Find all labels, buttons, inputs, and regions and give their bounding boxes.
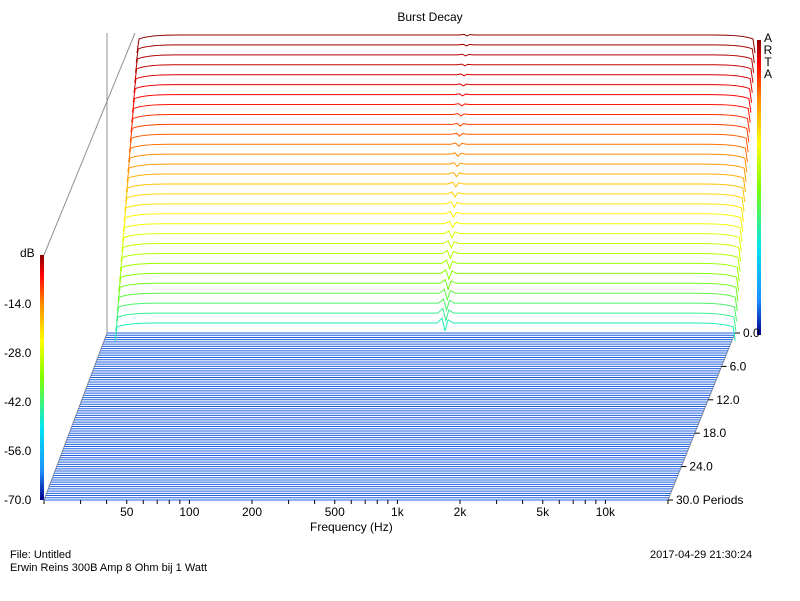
- decay-curve: [127, 152, 748, 173]
- colorbar-tick-label: -14.0: [4, 297, 32, 311]
- decay-curve: [118, 269, 740, 292]
- x-tick-label: 200: [242, 505, 262, 519]
- x-tick-label: 50: [120, 505, 134, 519]
- frame: [43, 32, 736, 501]
- decay-curve: [119, 259, 740, 282]
- decay-curve: [114, 317, 736, 342]
- decay-curve: [115, 307, 737, 332]
- decay-curve: [122, 220, 743, 242]
- decay-curve: [134, 53, 755, 73]
- decay-curve: [129, 122, 750, 143]
- x-axis-ticks: 50 100 200 500 1k 2k 5k 10k: [43, 500, 669, 519]
- decay-curve: [131, 103, 751, 123]
- decay-curve: [116, 288, 738, 312]
- x-tick-label: 2k: [454, 505, 468, 519]
- arta-letter: A: [763, 31, 772, 45]
- decay-curve: [133, 73, 753, 93]
- side-colorbar: [757, 40, 761, 335]
- colorbar-tick-label: -42.0: [4, 395, 32, 409]
- decay-curve: [126, 162, 747, 183]
- x-tick-label: 500: [325, 505, 345, 519]
- decay-curve: [131, 93, 752, 113]
- decay-curve: [121, 230, 742, 252]
- decay-curve: [124, 191, 745, 212]
- colorbar-tick-label: -56.0: [4, 444, 32, 458]
- decay-curve: [120, 240, 742, 262]
- decay-curve: [128, 142, 748, 163]
- description-label: Erwin Reins 300B Amp 8 Ohm bij 1 Watt: [10, 562, 208, 574]
- timestamp-label: 2017-04-29 21:30:24: [650, 549, 753, 561]
- decay-curve: [117, 278, 739, 302]
- arta-letter: T: [764, 55, 772, 69]
- colorbar-label: dB: [20, 246, 35, 260]
- x-tick-label: 10k: [596, 505, 616, 519]
- z-tick-label: 18.0: [703, 426, 727, 440]
- decay-curve: [136, 33, 756, 54]
- x-tick-label: 100: [179, 505, 199, 519]
- decay-curve: [123, 201, 744, 222]
- x-tick-label: 1k: [391, 505, 405, 519]
- decay-curve: [125, 171, 746, 193]
- decay-curve: [134, 63, 754, 83]
- chart-title: Burst Decay: [397, 10, 463, 24]
- arta-letter: A: [763, 67, 772, 81]
- z-tick-label: 12.0: [716, 393, 740, 407]
- file-label: File: Untitled: [10, 549, 72, 561]
- z-tick-label: 0.0: [743, 326, 760, 340]
- baseline-lines: [44, 332, 735, 501]
- decay-curve: [119, 249, 741, 272]
- colorbar: [40, 255, 44, 500]
- decay-curves: [114, 33, 756, 342]
- z-axis-ticks: 0.0 6.0 12.0 18.0 24.0 30.0 Periods: [668, 326, 760, 507]
- z-tick-label: 24.0: [689, 460, 713, 474]
- colorbar-tick-label: -28.0: [4, 346, 32, 360]
- decay-curve: [116, 298, 738, 322]
- arta-letter: R: [763, 43, 773, 57]
- colorbar-tick-label: -70.0: [4, 493, 32, 507]
- decay-curve: [125, 181, 746, 203]
- decay-curve: [132, 83, 753, 103]
- decay-curve: [135, 43, 755, 64]
- decay-curve: [128, 132, 749, 153]
- x-axis-label: Frequency (Hz): [310, 520, 393, 534]
- decay-curve: [130, 112, 751, 133]
- z-tick-label: 6.0: [730, 359, 747, 373]
- z-tick-label: 30.0 Periods: [676, 493, 743, 507]
- x-tick-label: 5k: [536, 505, 550, 519]
- decay-curve: [122, 210, 744, 232]
